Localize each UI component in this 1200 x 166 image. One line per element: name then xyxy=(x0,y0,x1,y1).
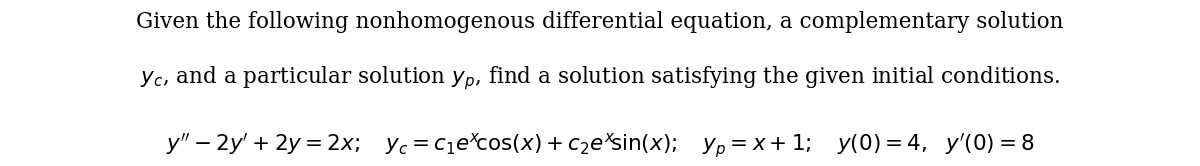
Text: $y_c$, and a particular solution $y_p$, find a solution satisfying the given ini: $y_c$, and a particular solution $y_p$, … xyxy=(140,64,1060,92)
Text: $y'' - 2y' + 2y = 2x;\quad y_c = c_1e^x\!\cos(x) + c_2e^x\!\sin(x);\quad y_p = x: $y'' - 2y' + 2y = 2x;\quad y_c = c_1e^x\… xyxy=(166,132,1034,160)
Text: Given the following nonhomogenous differential equation, a complementary solutio: Given the following nonhomogenous differ… xyxy=(137,11,1063,33)
